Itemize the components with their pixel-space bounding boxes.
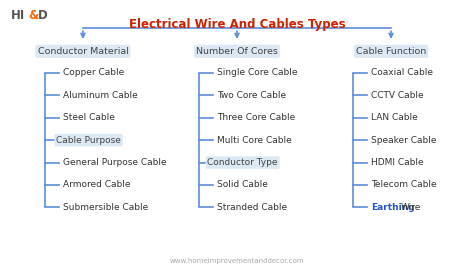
Text: Two Core Cable: Two Core Cable — [217, 91, 286, 100]
Text: General Purpose Cable: General Purpose Cable — [63, 158, 167, 167]
Text: Number Of Cores: Number Of Cores — [196, 47, 278, 56]
Text: Conductor Material: Conductor Material — [37, 47, 128, 56]
Text: Cable Function: Cable Function — [356, 47, 426, 56]
Text: Solid Cable: Solid Cable — [217, 180, 268, 190]
Text: Multi Core Cable: Multi Core Cable — [217, 136, 292, 145]
Text: Conductor Type: Conductor Type — [208, 158, 278, 167]
Text: Earthing: Earthing — [371, 203, 415, 212]
Text: CCTV Cable: CCTV Cable — [371, 91, 424, 100]
Text: LAN Cable: LAN Cable — [371, 113, 418, 122]
Text: Copper Cable: Copper Cable — [63, 68, 124, 77]
Text: &: & — [28, 9, 39, 22]
Text: Submersible Cable: Submersible Cable — [63, 203, 148, 212]
Text: Speaker Cable: Speaker Cable — [371, 136, 437, 145]
Text: Coaxial Cable: Coaxial Cable — [371, 68, 433, 77]
Text: Single Core Cable: Single Core Cable — [217, 68, 298, 77]
Text: Aluminum Cable: Aluminum Cable — [63, 91, 138, 100]
Text: Cable Purpose: Cable Purpose — [56, 136, 121, 145]
Text: Steel Cable: Steel Cable — [63, 113, 115, 122]
Text: HI: HI — [10, 9, 25, 22]
Text: Stranded Cable: Stranded Cable — [217, 203, 287, 212]
Text: Armored Cable: Armored Cable — [63, 180, 130, 190]
Text: Wire: Wire — [401, 203, 421, 212]
Text: Three Core Cable: Three Core Cable — [217, 113, 295, 122]
Text: Telecom Cable: Telecom Cable — [371, 180, 437, 190]
Text: D: D — [38, 9, 48, 22]
Text: HDMI Cable: HDMI Cable — [371, 158, 424, 167]
Text: www.homeimprovementanddecor.com: www.homeimprovementanddecor.com — [170, 258, 304, 264]
Text: Electrical Wire And Cables Types: Electrical Wire And Cables Types — [128, 18, 346, 31]
